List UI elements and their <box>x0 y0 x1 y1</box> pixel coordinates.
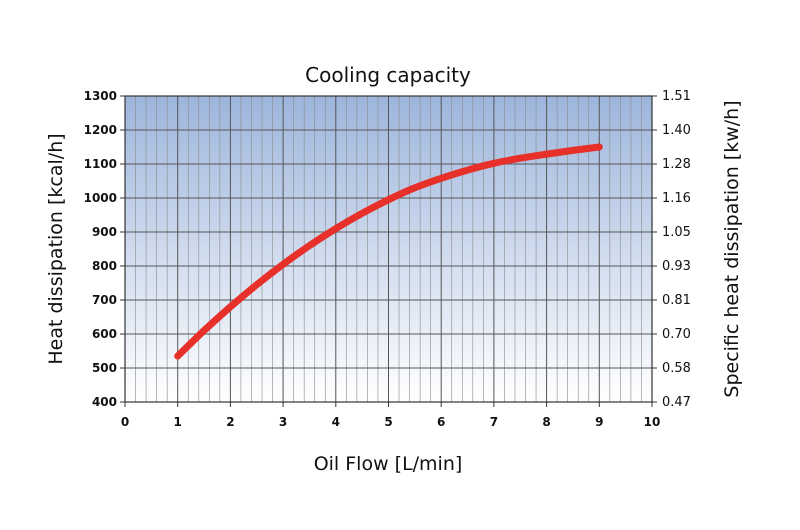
y2-tick-label: 1.51 <box>662 89 691 104</box>
y-tick-label: 700 <box>92 293 117 307</box>
series-line <box>174 143 603 360</box>
y-axis-label: Heat dissipation [kcal/h] <box>45 133 67 364</box>
x-tick-label: 8 <box>542 415 550 429</box>
y2-tick-label: 1.16 <box>662 191 691 206</box>
y-tick-label: 800 <box>92 259 117 273</box>
y2-tick-label: 1.28 <box>662 157 691 172</box>
y-tick-label: 1200 <box>84 123 117 137</box>
y2-tick-label: 0.93 <box>662 259 691 274</box>
y-tick-label: 400 <box>92 395 117 409</box>
y2-tick-label: 0.81 <box>662 293 691 308</box>
y-tick-label: 600 <box>92 327 117 341</box>
x-tick-label: 1 <box>174 415 182 429</box>
y2-tick-label: 0.70 <box>662 327 691 342</box>
x-tick-label: 0 <box>121 415 129 429</box>
x-tick-label: 7 <box>490 415 498 429</box>
x-tick-label: 2 <box>226 415 234 429</box>
x-tick-label: 4 <box>332 415 340 429</box>
x-tick-label: 3 <box>279 415 287 429</box>
y2-tick-label: 0.47 <box>662 395 691 410</box>
y-tick-label: 1300 <box>84 89 117 103</box>
y2-axis-label: Specific heat dissipation [kw/h] <box>721 100 743 397</box>
x-axis-label: Oil Flow [L/min] <box>314 453 463 475</box>
x-tick-label: 9 <box>595 415 603 429</box>
y-tick-label: 1000 <box>84 191 117 205</box>
x-tick-label: 10 <box>644 415 661 429</box>
y-tick-label: 900 <box>92 225 117 239</box>
y2-tick-label: 0.58 <box>662 361 691 376</box>
y-tick-label: 500 <box>92 361 117 375</box>
chart-title: Cooling capacity <box>305 63 471 87</box>
y-tick-label: 1100 <box>84 157 117 171</box>
y2-tick-label: 1.05 <box>662 225 691 240</box>
x-tick-label: 5 <box>384 415 392 429</box>
y2-tick-label: 1.40 <box>662 123 691 138</box>
x-tick-label: 6 <box>437 415 445 429</box>
